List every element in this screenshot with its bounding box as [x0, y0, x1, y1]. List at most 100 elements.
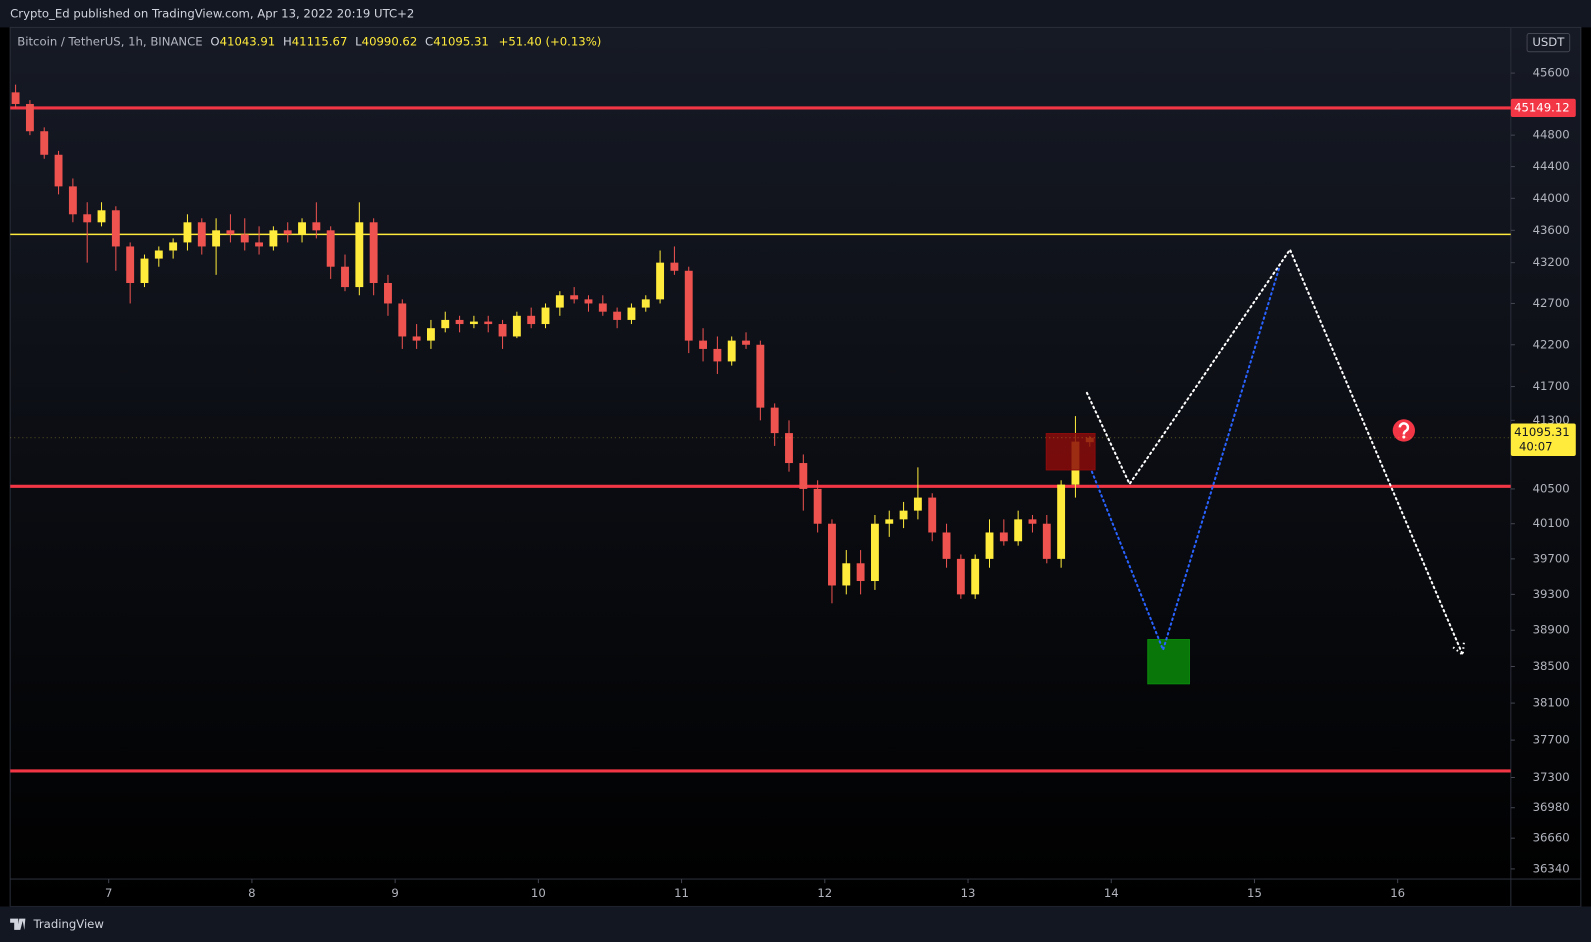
y-tick-label: 40100: [1533, 516, 1570, 530]
candle-body: [469, 321, 478, 325]
candle-body: [25, 103, 34, 132]
candle-body: [212, 230, 221, 247]
candle-body: [584, 299, 593, 304]
y-tick-label: 42200: [1533, 337, 1570, 351]
candle-body: [828, 523, 836, 586]
candle-body: [770, 407, 779, 434]
candle-body: [183, 222, 192, 243]
chart-legend: Bitcoin / TetherUS, 1h, BINANCE O41043.9…: [17, 34, 601, 48]
candle-body: [985, 532, 994, 559]
legend-value: 41115.67: [292, 34, 348, 48]
candle-body: [899, 510, 908, 520]
candle-body: [498, 324, 507, 337]
y-tick-label: 40500: [1533, 481, 1570, 495]
projection-path: [1085, 247, 1464, 656]
candle-body: [799, 463, 808, 489]
candle-body: [226, 230, 235, 235]
candle-body: [885, 519, 894, 524]
countdown: 40:07: [1519, 439, 1553, 453]
candle-body: [140, 258, 149, 283]
candle-body: [1014, 519, 1023, 542]
legend-change: +51.40 (+0.13%): [499, 34, 602, 48]
candle-body: [527, 315, 536, 325]
x-tick-label: 7: [105, 886, 112, 900]
candle-body: [11, 92, 20, 104]
brand-name: TradingView: [32, 917, 104, 931]
chart-panel: [9, 26, 1582, 907]
candle-body: [756, 344, 765, 408]
candle-body: [842, 563, 851, 586]
candle-body: [598, 303, 607, 312]
candle-body: [426, 328, 435, 341]
x-tick-label: 13: [961, 886, 976, 900]
legend-key: O: [210, 34, 219, 48]
candle-body: [312, 222, 321, 231]
x-tick-label: 16: [1390, 886, 1405, 900]
candle-body: [512, 315, 521, 337]
candle-body: [97, 210, 106, 223]
candle-body: [727, 340, 736, 362]
candle-body: [699, 340, 708, 349]
y-tick-label: 38900: [1533, 623, 1570, 637]
y-tick-label: 36660: [1533, 831, 1570, 845]
y-tick-label: 37700: [1533, 733, 1570, 747]
footer: [0, 906, 1591, 942]
candle-body: [555, 295, 564, 308]
x-tick-label: 9: [391, 886, 398, 900]
candle-body: [570, 295, 579, 300]
candle-body: [684, 270, 693, 341]
candle-body: [283, 230, 292, 235]
candle-body: [68, 186, 77, 215]
y-tick-label: 37300: [1533, 770, 1570, 784]
legend-value: 41043.91: [220, 34, 276, 48]
currency[interactable]: USDT: [1532, 35, 1565, 49]
y-tick-label: 42700: [1533, 296, 1570, 310]
x-tick-label: 14: [1104, 886, 1119, 900]
candle-body: [455, 319, 464, 325]
y-tick-label: 36340: [1533, 861, 1570, 875]
y-tick-label: 44000: [1533, 191, 1570, 205]
candle-body: [326, 230, 335, 267]
candle-body: [355, 222, 364, 288]
candle-body: [913, 497, 922, 511]
x-tick-label: 8: [248, 886, 255, 900]
y-tick-label: 36980: [1533, 800, 1570, 814]
legend-key: H: [283, 34, 292, 48]
candle-body: [1028, 519, 1037, 524]
candle-body: [785, 433, 793, 464]
level-label: 45149.12: [1514, 100, 1570, 114]
candle-body: [255, 242, 264, 247]
candle-body: [484, 321, 493, 325]
legend-value: 40990.62: [362, 34, 418, 48]
candle-body: [384, 282, 392, 304]
y-tick-label: 45600: [1533, 66, 1570, 80]
currency-box[interactable]: [1526, 32, 1571, 53]
candle-body: [197, 222, 206, 247]
y-tick-label: 44800: [1533, 128, 1570, 142]
projection-path: [1090, 264, 1281, 654]
question-icon: [1392, 419, 1416, 442]
legend-value: 41095.31: [433, 34, 489, 48]
brand-logo: [10, 918, 26, 930]
candle-body: [870, 523, 879, 582]
candle-body: [541, 307, 550, 325]
candle-body: [169, 242, 178, 251]
candle-body: [341, 266, 349, 288]
candle-body: [1057, 484, 1066, 559]
candle-body: [928, 497, 937, 533]
top-bar: [0, 0, 1591, 28]
candle-body: [713, 348, 722, 362]
symbol: Bitcoin / TetherUS, 1h, BINANCE: [17, 34, 202, 48]
candle-body: [126, 246, 135, 283]
y-tick-label: 39700: [1533, 551, 1570, 565]
candle-body: [627, 307, 636, 320]
y-tick-label: 43600: [1533, 223, 1570, 237]
zone-box: [1147, 639, 1190, 685]
candle-body: [942, 532, 951, 559]
candle-body: [269, 230, 278, 247]
zone-box: [1045, 433, 1096, 471]
candle-body: [641, 299, 650, 308]
y-tick-label: 38100: [1533, 696, 1570, 710]
y-tick-label: 41300: [1533, 413, 1570, 427]
